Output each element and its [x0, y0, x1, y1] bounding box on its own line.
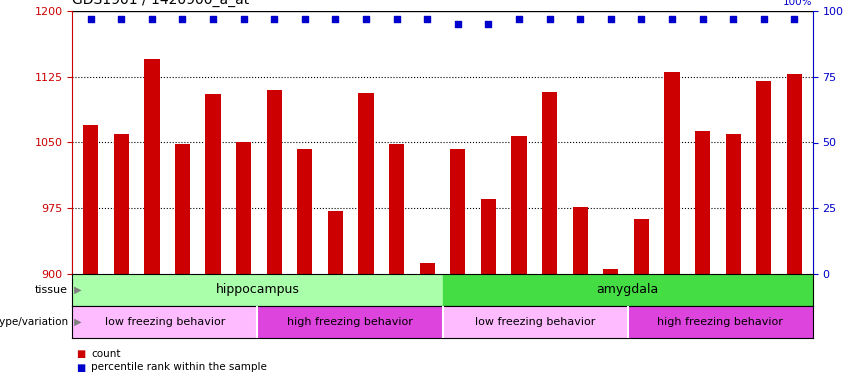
Bar [511, 136, 527, 274]
Point [604, 16, 618, 22]
Text: ▶: ▶ [71, 285, 82, 295]
Bar [695, 131, 711, 274]
Bar [72, 306, 257, 338]
Bar [756, 81, 771, 274]
Bar [726, 134, 741, 274]
Bar [443, 274, 813, 306]
Text: ■: ■ [77, 350, 86, 359]
Bar [236, 142, 251, 274]
Bar [114, 134, 129, 274]
Bar [358, 93, 374, 274]
Bar [665, 72, 680, 274]
Point [420, 16, 434, 22]
Text: low freezing behavior: low freezing behavior [475, 316, 595, 327]
Point [543, 16, 557, 22]
Bar [72, 274, 443, 306]
Text: amygdala: amygdala [597, 283, 659, 296]
Bar [627, 306, 813, 338]
Point [451, 21, 465, 27]
Point [175, 16, 189, 22]
Text: low freezing behavior: low freezing behavior [105, 316, 225, 327]
Point [696, 16, 710, 22]
Bar [297, 148, 312, 274]
Bar [443, 306, 627, 338]
Bar [328, 211, 343, 274]
Text: high freezing behavior: high freezing behavior [287, 316, 413, 327]
Point [727, 16, 740, 22]
Bar [603, 269, 619, 274]
Point [298, 16, 311, 22]
Point [757, 16, 770, 22]
Bar [634, 219, 649, 274]
Text: count: count [91, 350, 121, 359]
Bar [174, 144, 190, 274]
Bar [257, 306, 443, 338]
Bar [144, 59, 159, 274]
Text: ■: ■ [77, 363, 86, 372]
Bar [266, 90, 282, 274]
Point [145, 16, 158, 22]
Bar [83, 125, 99, 274]
Bar [481, 200, 496, 274]
Point [665, 16, 679, 22]
Point [482, 21, 495, 27]
Point [84, 16, 98, 22]
Text: high freezing behavior: high freezing behavior [657, 316, 783, 327]
Point [390, 16, 403, 22]
Bar [573, 207, 588, 274]
Bar [542, 92, 557, 274]
Bar [786, 74, 802, 274]
Point [635, 16, 648, 22]
Point [359, 16, 373, 22]
Point [574, 16, 587, 22]
Text: ▶: ▶ [71, 316, 82, 327]
Point [328, 16, 342, 22]
Bar [420, 263, 435, 274]
Bar [389, 144, 404, 274]
Text: GDS1901 / 1420900_a_at: GDS1901 / 1420900_a_at [72, 0, 249, 8]
Point [237, 16, 250, 22]
Point [512, 16, 526, 22]
Bar [450, 150, 465, 274]
Point [115, 16, 129, 22]
Text: hippocampus: hippocampus [215, 283, 300, 296]
Text: tissue: tissue [35, 285, 68, 295]
Text: genotype/variation: genotype/variation [0, 316, 68, 327]
Bar [205, 94, 220, 274]
Point [787, 16, 801, 22]
Point [267, 16, 281, 22]
Text: 100%: 100% [783, 0, 813, 8]
Point [206, 16, 220, 22]
Text: percentile rank within the sample: percentile rank within the sample [91, 363, 267, 372]
